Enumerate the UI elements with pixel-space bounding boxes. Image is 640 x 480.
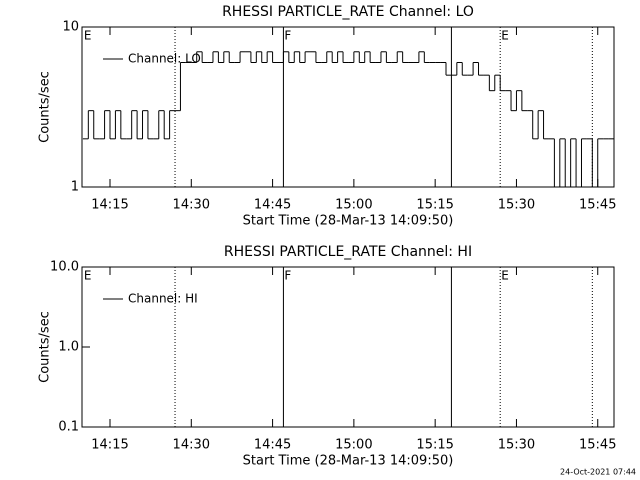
x-tick-label: 15:15 <box>416 438 453 453</box>
legend-label: Channel: LO <box>128 52 201 66</box>
flag-label: E <box>84 269 92 283</box>
legend-label: Channel: HI <box>128 292 198 306</box>
y-tick-label: 10.0 <box>50 260 79 275</box>
x-tick-label: 15:30 <box>498 438 535 453</box>
x-tick-label: 15:45 <box>579 438 616 453</box>
y-tick-label: 0.1 <box>58 420 79 435</box>
flag-label: F <box>284 269 291 283</box>
x-axis-label: Start Time (28-Mar-13 14:09:50) <box>243 454 454 469</box>
x-tick-label: 15:30 <box>498 198 535 213</box>
y-tick-label: 1 <box>71 180 79 195</box>
x-tick-label: 14:45 <box>254 438 291 453</box>
flag-label: E <box>84 29 92 43</box>
x-tick-label: 15:15 <box>416 198 453 213</box>
flag-label: E <box>501 269 509 283</box>
x-axis-label: Start Time (28-Mar-13 14:09:50) <box>243 214 454 229</box>
y-axis-label: Counts/sec <box>38 311 53 383</box>
chart-title: RHESSI PARTICLE_RATE Channel: LO <box>222 4 474 20</box>
x-tick-label: 14:30 <box>173 198 210 213</box>
x-tick-label: 15:00 <box>335 438 372 453</box>
chart-title: RHESSI PARTICLE_RATE Channel: HI <box>224 244 472 260</box>
y-tick-label: 10 <box>62 20 79 35</box>
flag-label: E <box>501 29 509 43</box>
x-tick-label: 14:15 <box>91 438 128 453</box>
footer: 24-Oct-2021 07:44 <box>560 468 636 477</box>
flag-label: F <box>284 29 291 43</box>
x-tick-label: 14:30 <box>173 438 210 453</box>
y-axis-label: Counts/sec <box>38 71 53 143</box>
plot-frame <box>81 26 615 188</box>
y-tick-label: 1.0 <box>58 340 79 355</box>
x-tick-label: 14:45 <box>254 198 291 213</box>
x-tick-label: 15:00 <box>335 198 372 213</box>
x-tick-label: 15:45 <box>579 198 616 213</box>
x-tick-label: 14:15 <box>91 198 128 213</box>
